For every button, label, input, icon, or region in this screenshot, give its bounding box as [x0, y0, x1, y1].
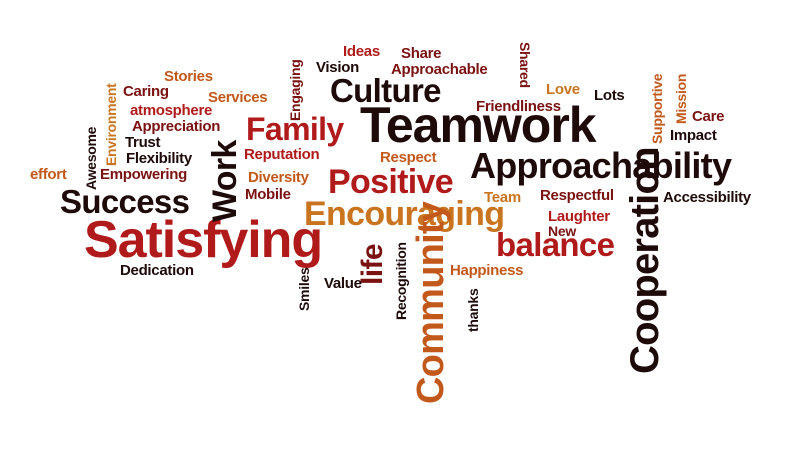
word-awesome: Awesome — [83, 126, 99, 190]
word-family: Family — [246, 111, 344, 147]
word-value: Value — [324, 275, 362, 292]
word-ideas: Ideas — [343, 43, 380, 60]
word-cooperation: Cooperation — [623, 147, 667, 374]
word-respectful: Respectful — [540, 187, 614, 204]
word-services: Services — [208, 89, 268, 106]
word-trust: Trust — [125, 134, 161, 151]
word-impact: Impact — [670, 127, 717, 144]
word-positive: Positive — [328, 163, 454, 201]
word-environment: Environment — [103, 83, 119, 167]
word-appreciation: Appreciation — [132, 118, 221, 135]
word-empowering: Empowering — [100, 166, 188, 183]
word-shared: Shared — [517, 42, 533, 88]
word-caring: Caring — [123, 83, 169, 100]
word-new: New — [548, 223, 576, 239]
word-accessibility: Accessibility — [663, 189, 751, 206]
word-engaging: Engaging — [287, 59, 303, 121]
word-lots: Lots — [594, 87, 625, 104]
word-love: Love — [546, 81, 580, 98]
word-mission: Mission — [673, 73, 689, 124]
word-community: Community — [410, 201, 452, 404]
word-share: Share — [401, 45, 442, 62]
word-encouraging: Encouraging — [304, 195, 505, 233]
word-satisfying: Satisfying — [84, 211, 323, 269]
word-care: Care — [692, 108, 725, 125]
word-success: Success — [60, 183, 190, 220]
word-smiles: Smiles — [296, 267, 312, 311]
word-work: Work — [206, 140, 244, 222]
word-respect: Respect — [380, 149, 437, 166]
word-diversity: Diversity — [248, 169, 309, 186]
word-effort: effort — [30, 166, 67, 183]
word-balance: balance — [496, 226, 615, 263]
word-mobile: Mobile — [245, 186, 291, 203]
word-approachability: Approachability — [470, 145, 732, 186]
word-friendliness: Friendliness — [476, 98, 561, 115]
word-approachable: Approachable — [391, 61, 488, 78]
word-atmosphere: atmosphere — [130, 102, 213, 119]
word-dedication: Dedication — [120, 262, 194, 279]
word-life: life — [356, 244, 389, 285]
word-teamwork: Teamwork — [360, 97, 597, 153]
word-team: Team — [484, 189, 521, 206]
word-happiness: Happiness — [450, 262, 524, 279]
word-culture: Culture — [330, 72, 442, 109]
word-stories: Stories — [164, 68, 213, 85]
word-flexibility: Flexibility — [126, 150, 192, 167]
word-vision: Vision — [316, 59, 359, 76]
word-laughter: Laughter — [548, 208, 610, 225]
word-supportive: Supportive — [649, 73, 665, 144]
word-recognition: Recognition — [393, 242, 409, 320]
word-reputation: Reputation — [244, 146, 320, 163]
word-thanks: thanks — [465, 288, 481, 332]
